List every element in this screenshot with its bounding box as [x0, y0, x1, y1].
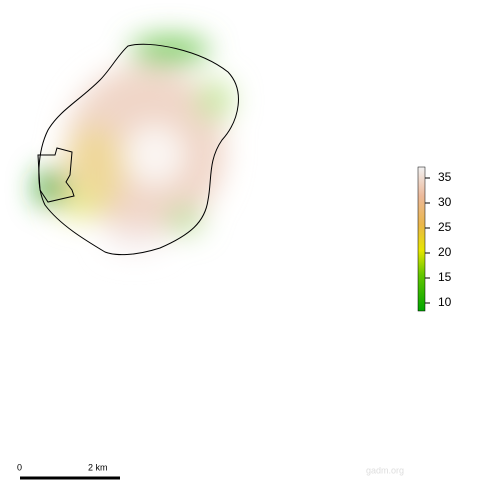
legend-tick-label: 15: [438, 270, 452, 284]
district-outline: [37, 147, 75, 203]
legend-tick-label: 35: [438, 170, 452, 184]
legend-tick-label: 25: [438, 220, 452, 234]
credit: gadm.org: [366, 465, 404, 475]
raster: [36, 36, 233, 252]
scale-start: 0: [17, 462, 22, 472]
color-bar: [417, 166, 426, 312]
legend-tick-label: 20: [438, 245, 452, 259]
legend-tick-label: 10: [438, 295, 452, 309]
legend-tick-label: 30: [438, 195, 452, 209]
scale-end: 2 km: [88, 462, 108, 472]
island-outline: [38, 43, 239, 256]
